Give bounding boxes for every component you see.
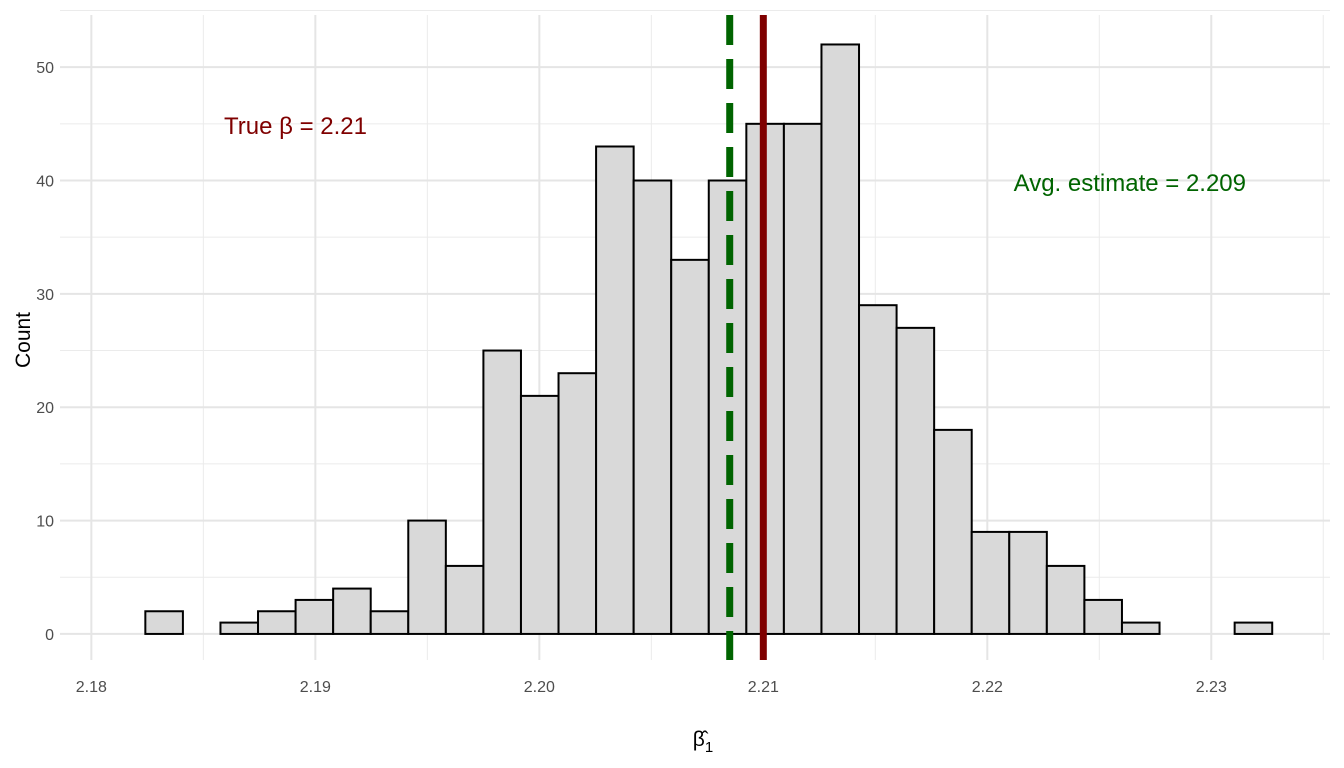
histogram-bar	[1233, 621, 1274, 635]
histogram-bar	[332, 587, 372, 635]
histogram-bar	[895, 326, 936, 635]
histogram-bar	[257, 610, 297, 635]
histogram-bar	[407, 519, 447, 635]
histogram-bar	[1083, 598, 1123, 635]
histogram-bar	[632, 179, 673, 635]
histogram-bar	[557, 372, 598, 635]
histogram-bar	[1008, 530, 1048, 635]
x-tick-label: 2.21	[748, 679, 779, 696]
histogram-bar	[1120, 621, 1161, 635]
y-axis-label: Count	[12, 312, 35, 368]
histogram-bar	[144, 610, 184, 635]
histogram-bar	[970, 530, 1011, 635]
histogram-bar	[782, 122, 823, 635]
y-tick-label: 0	[45, 627, 54, 644]
x-tick-label: 2.19	[300, 679, 331, 696]
histogram-bar	[482, 349, 522, 635]
x-tick-label: 2.20	[524, 679, 555, 696]
histogram-bar	[294, 598, 335, 635]
histogram-bar	[219, 621, 260, 635]
y-axis-ticks: 0 10 20 30 40 50	[36, 60, 54, 644]
true-value-annotation: True β = 2.21	[224, 113, 367, 140]
y-tick-label: 30	[36, 287, 54, 304]
y-tick-label: 20	[36, 400, 54, 417]
histogram-bar	[595, 145, 635, 635]
y-tick-label: 10	[36, 514, 54, 531]
histogram-bar	[369, 610, 410, 635]
y-tick-label: 50	[36, 60, 54, 77]
histogram-bar	[444, 564, 485, 635]
x-axis-label-subscript: 1	[705, 739, 713, 756]
histogram-bar	[670, 258, 710, 635]
histogram-bar	[519, 394, 560, 635]
histogram-bar	[933, 428, 973, 635]
histogram-bar	[858, 304, 898, 635]
x-tick-label: 2.23	[1196, 679, 1227, 696]
x-axis-label-main: β̂	[693, 728, 709, 751]
x-axis-ticks: 2.18 2.19 2.20 2.21 2.22 2.23	[76, 679, 1227, 696]
grid	[60, 9, 1330, 660]
x-tick-label: 2.18	[76, 679, 107, 696]
avg-estimate-annotation: Avg. estimate = 2.209	[1014, 170, 1246, 197]
histogram-bar	[820, 43, 861, 635]
x-axis-label: β̂1	[693, 728, 713, 756]
histogram-bar	[1045, 564, 1086, 635]
y-tick-label: 40	[36, 174, 54, 191]
x-tick-label: 2.22	[972, 679, 1003, 696]
